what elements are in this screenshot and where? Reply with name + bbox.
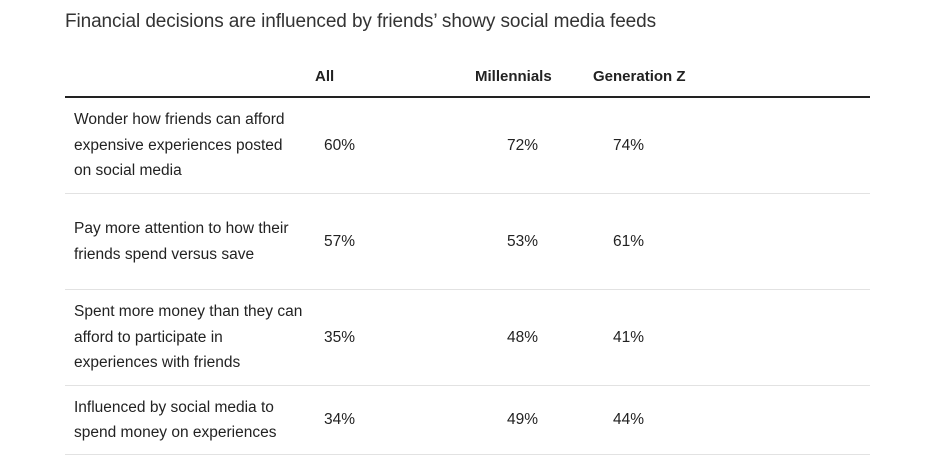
table-header: All Millennials Generation Z — [65, 56, 870, 98]
cell-generation-z: 61% — [581, 193, 731, 290]
column-header-millennials: Millennials — [461, 56, 581, 98]
data-table-container: All Millennials Generation Z Wonder how … — [65, 56, 870, 455]
cell-generation-z: 74% — [581, 97, 731, 194]
cell-all: 35% — [309, 289, 461, 386]
row-spacer — [731, 97, 870, 194]
cell-generation-z: 41% — [581, 289, 731, 386]
table-row: Spent more money than they can afford to… — [65, 289, 870, 386]
chart-title: Financial decisions are influenced by fr… — [65, 11, 657, 32]
cell-all: 60% — [309, 97, 461, 194]
header-label-column — [65, 56, 309, 98]
cell-all: 34% — [309, 385, 461, 455]
cell-generation-z: 44% — [581, 385, 731, 455]
column-header-all: All — [309, 56, 461, 98]
table-row: Influenced by social media to spend mone… — [65, 385, 870, 455]
cell-millennials: 72% — [461, 97, 581, 194]
row-label: Wonder how friends can afford expensive … — [65, 97, 309, 194]
cell-millennials: 48% — [461, 289, 581, 386]
row-label: Pay more attention to how their friends … — [65, 193, 309, 290]
header-row: All Millennials Generation Z — [65, 56, 870, 98]
column-header-generation-z: Generation Z — [581, 56, 731, 98]
row-spacer — [731, 289, 870, 386]
table-row: Pay more attention to how their friends … — [65, 193, 870, 290]
table-row: Wonder how friends can afford expensive … — [65, 97, 870, 194]
cell-all: 57% — [309, 193, 461, 290]
cell-millennials: 49% — [461, 385, 581, 455]
row-label: Influenced by social media to spend mone… — [65, 385, 309, 455]
data-table: All Millennials Generation Z Wonder how … — [65, 56, 870, 455]
cell-millennials: 53% — [461, 193, 581, 290]
table-body: Wonder how friends can afford expensive … — [65, 97, 870, 455]
row-spacer — [731, 193, 870, 290]
header-spacer — [731, 56, 870, 98]
row-spacer — [731, 385, 870, 455]
row-label: Spent more money than they can afford to… — [65, 289, 309, 386]
